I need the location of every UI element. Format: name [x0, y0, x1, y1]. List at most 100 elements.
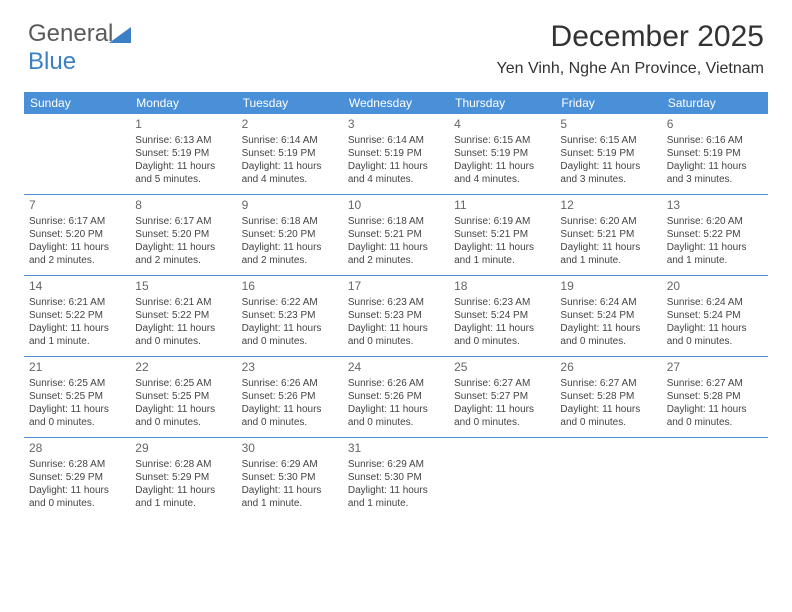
day-detail-line: Daylight: 11 hours	[560, 322, 656, 335]
day-detail-line: Sunrise: 6:26 AM	[348, 377, 444, 390]
day-detail-line: and 0 minutes.	[135, 416, 231, 429]
day-number: 20	[667, 279, 763, 295]
day-header: Sunday	[24, 92, 130, 114]
day-detail-line: Daylight: 11 hours	[135, 322, 231, 335]
day-cell: 28Sunrise: 6:28 AMSunset: 5:29 PMDayligh…	[24, 438, 130, 518]
day-cell: 1Sunrise: 6:13 AMSunset: 5:19 PMDaylight…	[130, 114, 236, 194]
day-detail-line: and 0 minutes.	[560, 335, 656, 348]
day-number: 3	[348, 117, 444, 133]
day-number: 2	[242, 117, 338, 133]
day-detail-line: Sunrise: 6:26 AM	[242, 377, 338, 390]
day-detail-line: and 0 minutes.	[242, 416, 338, 429]
day-number: 9	[242, 198, 338, 214]
day-number: 18	[454, 279, 550, 295]
day-cell: 29Sunrise: 6:28 AMSunset: 5:29 PMDayligh…	[130, 438, 236, 518]
day-cell: 25Sunrise: 6:27 AMSunset: 5:27 PMDayligh…	[449, 357, 555, 437]
day-detail-line: Sunrise: 6:21 AM	[135, 296, 231, 309]
day-detail-line: Sunset: 5:24 PM	[560, 309, 656, 322]
day-detail-line: Sunset: 5:23 PM	[348, 309, 444, 322]
day-detail-line: Sunrise: 6:27 AM	[667, 377, 763, 390]
day-detail-line: and 2 minutes.	[348, 254, 444, 267]
day-detail-line: Daylight: 11 hours	[560, 403, 656, 416]
day-header: Thursday	[449, 92, 555, 114]
day-detail-line: Daylight: 11 hours	[454, 241, 550, 254]
day-detail-line: Daylight: 11 hours	[667, 241, 763, 254]
day-number: 27	[667, 360, 763, 376]
day-detail-line: Sunset: 5:25 PM	[29, 390, 125, 403]
day-cell: 10Sunrise: 6:18 AMSunset: 5:21 PMDayligh…	[343, 195, 449, 275]
day-detail-line: and 0 minutes.	[454, 335, 550, 348]
logo: General Blue	[28, 20, 131, 76]
logo-part2: Blue	[28, 48, 76, 75]
day-number: 29	[135, 441, 231, 457]
day-detail-line: Sunset: 5:19 PM	[667, 147, 763, 160]
day-detail-line: and 4 minutes.	[348, 173, 444, 186]
day-number: 25	[454, 360, 550, 376]
day-cell: 30Sunrise: 6:29 AMSunset: 5:30 PMDayligh…	[237, 438, 343, 518]
day-detail-line: Daylight: 11 hours	[242, 160, 338, 173]
day-cell: 19Sunrise: 6:24 AMSunset: 5:24 PMDayligh…	[555, 276, 661, 356]
weeks-container: 1Sunrise: 6:13 AMSunset: 5:19 PMDaylight…	[24, 114, 768, 518]
day-detail-line: and 0 minutes.	[560, 416, 656, 429]
day-detail-line: Daylight: 11 hours	[454, 160, 550, 173]
day-detail-line: and 0 minutes.	[454, 416, 550, 429]
day-detail-line: Sunrise: 6:13 AM	[135, 134, 231, 147]
day-detail-line: Sunrise: 6:17 AM	[135, 215, 231, 228]
day-detail-line: Daylight: 11 hours	[135, 484, 231, 497]
day-cell: 12Sunrise: 6:20 AMSunset: 5:21 PMDayligh…	[555, 195, 661, 275]
day-detail-line: and 1 minute.	[135, 497, 231, 510]
day-detail-line: and 1 minute.	[348, 497, 444, 510]
day-detail-line: Daylight: 11 hours	[560, 241, 656, 254]
day-number: 19	[560, 279, 656, 295]
logo-triangle-icon	[109, 27, 131, 43]
day-detail-line: Daylight: 11 hours	[29, 484, 125, 497]
calendar: SundayMondayTuesdayWednesdayThursdayFrid…	[24, 92, 768, 518]
day-detail-line: Sunset: 5:27 PM	[454, 390, 550, 403]
day-detail-line: and 1 minute.	[667, 254, 763, 267]
day-cell: 24Sunrise: 6:26 AMSunset: 5:26 PMDayligh…	[343, 357, 449, 437]
day-detail-line: and 0 minutes.	[29, 416, 125, 429]
day-detail-line: Sunset: 5:19 PM	[242, 147, 338, 160]
day-number: 13	[667, 198, 763, 214]
day-detail-line: Sunrise: 6:15 AM	[454, 134, 550, 147]
day-cell: 8Sunrise: 6:17 AMSunset: 5:20 PMDaylight…	[130, 195, 236, 275]
day-detail-line: Sunrise: 6:24 AM	[667, 296, 763, 309]
day-detail-line: Sunset: 5:29 PM	[29, 471, 125, 484]
day-detail-line: Sunset: 5:28 PM	[667, 390, 763, 403]
day-detail-line: Sunrise: 6:22 AM	[242, 296, 338, 309]
day-detail-line: and 1 minute.	[560, 254, 656, 267]
day-number: 28	[29, 441, 125, 457]
week-row: 14Sunrise: 6:21 AMSunset: 5:22 PMDayligh…	[24, 276, 768, 357]
day-detail-line: Daylight: 11 hours	[29, 322, 125, 335]
day-detail-line: Daylight: 11 hours	[348, 160, 444, 173]
day-cell: 13Sunrise: 6:20 AMSunset: 5:22 PMDayligh…	[662, 195, 768, 275]
day-cell: 22Sunrise: 6:25 AMSunset: 5:25 PMDayligh…	[130, 357, 236, 437]
day-detail-line: Daylight: 11 hours	[560, 160, 656, 173]
day-number: 26	[560, 360, 656, 376]
day-detail-line: Sunrise: 6:23 AM	[454, 296, 550, 309]
day-detail-line: Daylight: 11 hours	[242, 403, 338, 416]
day-header: Monday	[130, 92, 236, 114]
day-number: 1	[135, 117, 231, 133]
day-detail-line: and 3 minutes.	[560, 173, 656, 186]
day-cell: 7Sunrise: 6:17 AMSunset: 5:20 PMDaylight…	[24, 195, 130, 275]
day-detail-line: Sunrise: 6:18 AM	[348, 215, 444, 228]
day-detail-line: Daylight: 11 hours	[242, 241, 338, 254]
day-detail-line: Sunrise: 6:21 AM	[29, 296, 125, 309]
day-number: 6	[667, 117, 763, 133]
day-detail-line: Daylight: 11 hours	[29, 241, 125, 254]
day-cell: 23Sunrise: 6:26 AMSunset: 5:26 PMDayligh…	[237, 357, 343, 437]
day-number: 23	[242, 360, 338, 376]
day-detail-line: Sunset: 5:26 PM	[348, 390, 444, 403]
day-detail-line: Daylight: 11 hours	[454, 403, 550, 416]
day-detail-line: Sunrise: 6:25 AM	[29, 377, 125, 390]
day-cell	[662, 438, 768, 518]
day-cell: 27Sunrise: 6:27 AMSunset: 5:28 PMDayligh…	[662, 357, 768, 437]
day-detail-line: Sunrise: 6:24 AM	[560, 296, 656, 309]
day-cell: 11Sunrise: 6:19 AMSunset: 5:21 PMDayligh…	[449, 195, 555, 275]
day-number: 10	[348, 198, 444, 214]
day-detail-line: Daylight: 11 hours	[667, 403, 763, 416]
day-detail-line: Sunrise: 6:27 AM	[560, 377, 656, 390]
day-detail-line: Sunset: 5:28 PM	[560, 390, 656, 403]
day-cell: 6Sunrise: 6:16 AMSunset: 5:19 PMDaylight…	[662, 114, 768, 194]
